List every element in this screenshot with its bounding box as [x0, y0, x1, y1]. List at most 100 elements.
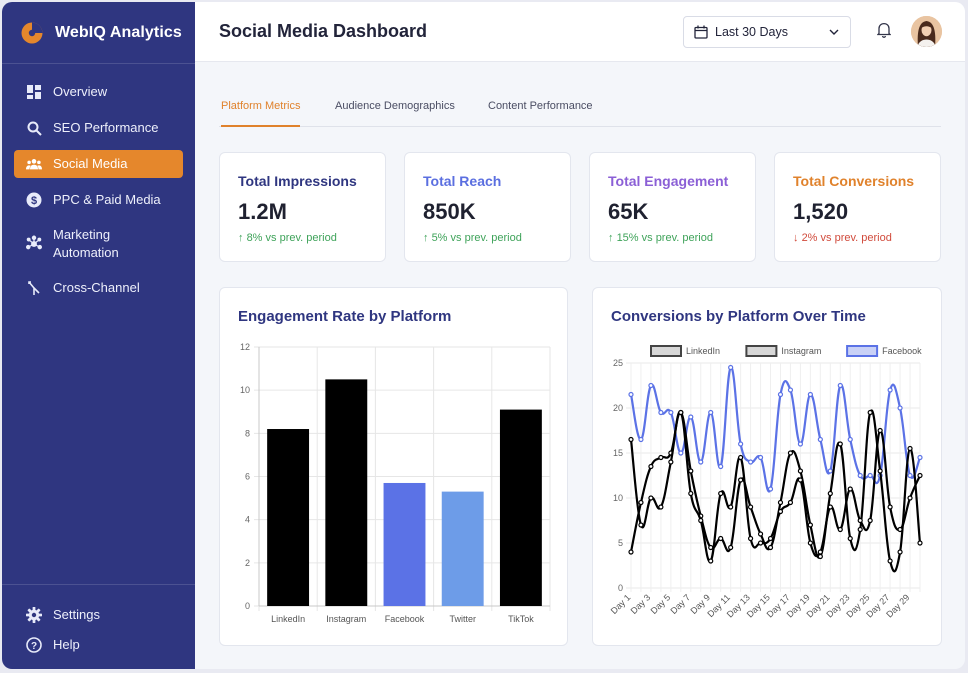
data-point	[917, 540, 923, 546]
data-point	[628, 549, 634, 555]
data-point	[907, 495, 913, 501]
data-point	[638, 436, 644, 443]
x-tick-label: LinkedIn	[271, 614, 305, 624]
svg-text:?: ?	[31, 641, 37, 652]
sidebar-item-marketing-automation[interactable]: Marketing Automation	[14, 222, 183, 266]
x-tick-label: Day 3	[629, 592, 653, 616]
y-tick-label: 12	[240, 342, 250, 352]
sidebar-item-ppc-paid-media[interactable]: $ PPC & Paid Media	[14, 186, 183, 214]
data-point	[857, 526, 863, 533]
data-point	[787, 387, 794, 393]
data-point	[847, 486, 853, 492]
legend-label: Instagram	[781, 346, 821, 356]
data-point	[628, 436, 634, 443]
data-point	[728, 364, 734, 371]
kpi-delta-text: 2% vs prev. period	[801, 232, 892, 244]
grid-icon	[26, 84, 42, 100]
data-point	[698, 459, 704, 465]
sidebar-item-cross-channel[interactable]: Cross-Channel	[14, 274, 183, 302]
data-point	[827, 504, 833, 510]
tab-audience-demographics[interactable]: Audience Demographics	[335, 100, 455, 112]
brand[interactable]: WebIQ Analytics	[2, 2, 195, 64]
arrow-up-icon: ↑	[238, 232, 244, 244]
data-point	[638, 522, 644, 528]
data-point	[837, 526, 843, 533]
sidebar-item-help[interactable]: ? Help	[14, 631, 183, 659]
data-point	[678, 450, 684, 456]
data-point	[747, 504, 754, 510]
tab-content-performance[interactable]: Content Performance	[488, 100, 593, 112]
data-point	[757, 540, 764, 546]
kpi-delta: ↑ 15% vs prev. period	[608, 232, 737, 244]
merge-icon	[26, 280, 42, 296]
data-point	[817, 549, 823, 555]
data-point	[757, 531, 764, 537]
data-point	[767, 535, 774, 542]
tab-platform-metrics[interactable]: Platform Metrics	[221, 100, 301, 127]
data-point	[797, 468, 804, 474]
data-point	[708, 409, 714, 416]
bar	[383, 482, 426, 606]
sidebar-item-label: SEO Performance	[53, 120, 159, 135]
data-point	[658, 504, 664, 510]
data-point	[648, 463, 654, 470]
bar	[267, 429, 310, 606]
y-tick-label: 15	[613, 448, 623, 458]
kpi-delta: ↑ 5% vs prev. period	[423, 232, 552, 244]
kpi-delta: ↓ 2% vs prev. period	[793, 232, 922, 244]
data-point	[847, 535, 853, 542]
engagement-rate-card: Engagement Rate by Platform 0 2 4 6 8 10 12 Lin…	[219, 287, 568, 646]
kpi-card-reach: Total Reach 850K ↑ 5% vs prev. period	[404, 152, 571, 262]
data-point	[897, 549, 903, 555]
kpi-title: Total Reach	[423, 173, 502, 189]
data-point	[658, 409, 664, 416]
data-point	[718, 463, 724, 470]
data-point	[767, 486, 774, 492]
sidebar-item-overview[interactable]: Overview	[14, 78, 183, 106]
data-point	[708, 558, 714, 564]
sidebar-item-settings[interactable]: Settings	[14, 601, 183, 629]
sidebar-footer: Settings ? Help	[2, 584, 195, 661]
series-line	[629, 366, 922, 493]
bell-icon[interactable]	[876, 22, 892, 43]
data-point	[797, 441, 804, 447]
sidebar-item-label: Overview	[53, 84, 108, 99]
data-point	[877, 427, 883, 434]
legend-swatch	[846, 345, 879, 357]
data-point	[787, 499, 794, 506]
y-tick-label: 25	[613, 358, 623, 368]
legend-swatch	[650, 345, 682, 357]
kpi-card-conversions: Total Conversions 1,520 ↓ 2% vs prev. pe…	[774, 152, 941, 262]
data-point	[917, 454, 923, 461]
data-point	[628, 391, 634, 398]
sidebar-item-seo-performance[interactable]: SEO Performance	[14, 114, 183, 142]
data-point	[668, 409, 674, 416]
kpi-delta-text: 15% vs prev. period	[616, 232, 713, 244]
data-point	[797, 477, 804, 483]
avatar[interactable]	[911, 16, 942, 47]
date-range-select[interactable]: Last 30 Days	[683, 16, 851, 48]
y-tick-label: 0	[245, 601, 250, 611]
kpi-delta-text: 8% vs prev. period	[246, 232, 337, 244]
data-point	[917, 472, 923, 479]
chart-title: Conversions by Platform Over Time	[611, 308, 866, 325]
data-point	[807, 391, 813, 398]
kpi-delta: ↑ 8% vs prev. period	[238, 232, 367, 244]
data-point	[867, 472, 873, 479]
data-point	[767, 544, 774, 551]
data-point	[648, 382, 654, 389]
x-tick-label: Facebook	[385, 614, 425, 624]
tab-bar: Platform Metrics Audience Demographics C…	[219, 94, 941, 127]
calendar-icon	[694, 25, 708, 39]
legend-swatch	[745, 345, 778, 357]
sidebar-item-label: Settings	[53, 607, 100, 622]
sidebar-item-social-media[interactable]: Social Media	[14, 150, 183, 178]
data-point	[708, 544, 714, 551]
gear-icon	[26, 607, 42, 623]
data-point	[857, 517, 863, 524]
sidebar-item-label: Help	[53, 637, 80, 652]
data-point	[688, 468, 694, 474]
data-point	[738, 441, 744, 447]
data-point	[688, 490, 694, 497]
